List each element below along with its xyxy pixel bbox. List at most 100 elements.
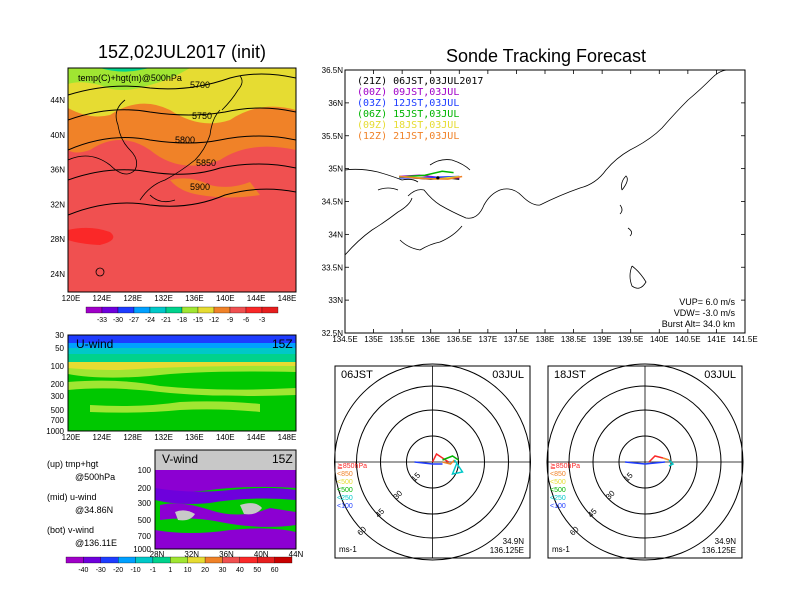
hodograph-18jst: 18JST 03JUL15304560≧850hPa<850<500<500<25… <box>546 363 744 561</box>
x-tick-label: 141E <box>707 335 726 344</box>
y-tick-label: 32.5N <box>322 329 344 338</box>
track-series <box>399 170 463 180</box>
colorbar-label: -30 <box>113 317 123 324</box>
contour-label: 5700 <box>190 80 210 90</box>
y-tick-label: 33N <box>328 296 343 305</box>
hodo-legend-entry: <500 <box>337 479 353 486</box>
colorbar-label: -40 <box>78 567 88 574</box>
param-vup: VUP= 6.0 m/s <box>679 297 735 307</box>
desc-mid: (mid) u-wind <box>47 492 97 502</box>
x-tick-label: 135E <box>364 335 383 344</box>
x-tick-label: 148E <box>278 294 297 303</box>
x-tick-label: 132E <box>154 433 173 442</box>
track-line <box>399 175 463 180</box>
x-tick-label: 128E <box>123 294 142 303</box>
hodo-unit: ms-1 <box>339 545 357 554</box>
u-wind-x-ticks: 120E 124E 128E 132E 136E 140E 144E 148E <box>62 433 297 442</box>
x-tick-label: 44N <box>289 550 304 559</box>
colorbar-swatch <box>100 556 119 564</box>
colorbar-label: -18 <box>177 317 187 324</box>
x-tick-label: 138.5E <box>561 335 586 344</box>
colorbar-swatch <box>170 556 188 564</box>
panel-descriptions: (up) tmp+hgt @500hPa (mid) u-wind @34.86… <box>47 459 117 548</box>
colorbar-swatch <box>118 556 136 564</box>
x-tick-label: 36N <box>219 550 234 559</box>
x-tick-label: 124E <box>93 433 112 442</box>
y-tick-label: 36N <box>328 99 343 108</box>
u-wind-title: U-wind <box>76 337 113 351</box>
colorbar-swatch <box>85 306 103 314</box>
colorbar-swatch <box>204 556 223 564</box>
colorbar-label: 20 <box>201 567 209 574</box>
hodo-trace <box>624 461 666 465</box>
x-tick-label: 134.5E <box>332 335 357 344</box>
legend-entry: (06Z) 15JST,03JUL <box>357 109 459 120</box>
colorbar-swatch <box>239 556 258 564</box>
x-tick-label: 136E <box>185 294 204 303</box>
contour-label: 5850 <box>196 158 216 168</box>
param-burst: Burst Alt= 34.0 km <box>662 319 735 329</box>
x-tick-label: 132E <box>154 294 173 303</box>
hodo-trace <box>442 459 456 465</box>
hodo-legend-entry: <250 <box>337 495 353 502</box>
hodo-lon: 136.125E <box>702 546 736 555</box>
map-frame <box>67 67 297 293</box>
y-tick-label: 33.5N <box>322 263 344 272</box>
x-tick-label: 136.5E <box>447 335 472 344</box>
y-tick-label: 500 <box>51 406 65 415</box>
map-annotation: temp(C)+hgt(m)@500hPa <box>78 73 182 83</box>
x-tick-label: 32N <box>184 550 199 559</box>
y-tick-label: 50 <box>55 344 64 353</box>
y-tick-label: 34.5N <box>322 198 344 207</box>
x-tick-label: 144E <box>247 433 266 442</box>
x-tick-label: 120E <box>62 294 81 303</box>
track-line <box>399 170 454 178</box>
colorbar-label: -20 <box>113 567 123 574</box>
colorbar-swatch <box>135 556 154 564</box>
colorbar-swatch <box>117 306 135 314</box>
colorbar-swatch <box>197 306 215 314</box>
x-tick-label: 128E <box>123 433 142 442</box>
x-tick-label: 140.5E <box>675 335 700 344</box>
colorbar-label: -21 <box>161 317 171 324</box>
hodo-trace <box>662 457 670 461</box>
y-tick-label: 24N <box>50 270 65 279</box>
y-tick-label: 100 <box>51 362 65 371</box>
hodo-unit: ms-1 <box>552 545 570 554</box>
hodo-trace <box>442 455 459 461</box>
contour-label: 5900 <box>190 182 210 192</box>
y-tick-label: 300 <box>51 392 65 401</box>
u-wind-field <box>68 335 296 431</box>
colorbar-swatch <box>165 306 183 314</box>
y-tick-label: 300 <box>138 499 152 508</box>
x-tick-label: 137E <box>479 335 498 344</box>
hodograph-06jst: 06JST 03JUL15304560≧850hPa<850<500<500<25… <box>334 363 531 561</box>
colorbar-label: -24 <box>145 317 155 324</box>
x-tick-label: 148E <box>278 433 297 442</box>
y-tick-label: 36.5N <box>322 66 344 75</box>
y-tick-label: 35.5N <box>322 132 344 141</box>
colorbar-swatch <box>101 306 119 314</box>
x-tick-label: 140E <box>216 294 235 303</box>
hodo-trace <box>668 459 675 467</box>
colorbar-swatch <box>181 306 199 314</box>
v-wind-title: V-wind <box>162 452 198 466</box>
temperature-colorbar: -33 -30 -27 -24 -21 -18 -15 -12 -9 -6 -3 <box>85 306 279 324</box>
colorbar-swatch <box>149 306 167 314</box>
x-tick-label: 135.5E <box>389 335 414 344</box>
colorbar-label: 10 <box>184 567 192 574</box>
y-tick-label: 200 <box>138 484 152 493</box>
x-tick-label: 139.5E <box>618 335 643 344</box>
colorbar-label: -6 <box>243 317 249 324</box>
contour-label: 5800 <box>175 135 195 145</box>
hodo-time: 18JST <box>554 369 586 381</box>
colorbar-swatch <box>83 556 101 564</box>
y-tick-label: 1000 <box>133 545 151 554</box>
x-tick-label: 124E <box>93 294 112 303</box>
contour-labels: 5700 5750 5800 5850 5900 <box>175 80 216 192</box>
colorbar-label: 60 <box>271 567 279 574</box>
map-title: 15Z,02JUL2017 (init) <box>98 42 266 62</box>
